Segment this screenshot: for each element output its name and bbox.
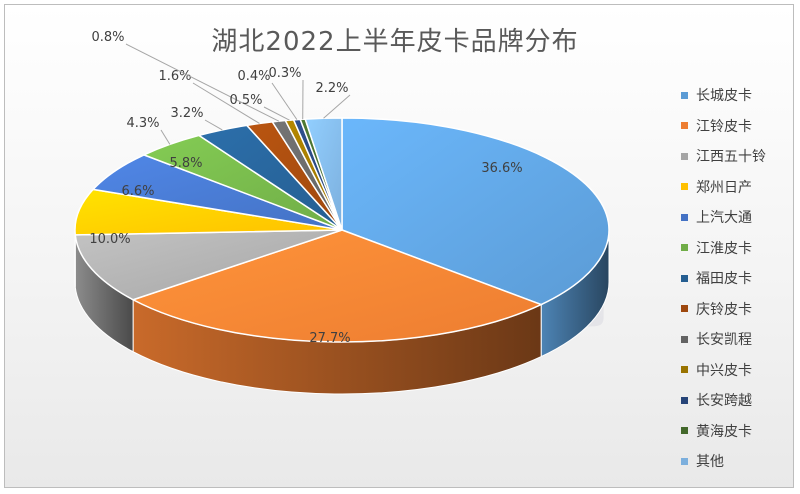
legend-swatch: [681, 122, 688, 130]
legend-item: 福田皮卡: [681, 263, 791, 294]
data-label-12: 2.2%: [315, 81, 348, 96]
leader-line-6: [204, 119, 223, 131]
legend-label: 长城皮卡: [696, 88, 752, 105]
legend-item: 郑州日产: [681, 172, 791, 203]
leader-line-10: [271, 82, 298, 120]
data-label-5: 4.3%: [126, 116, 159, 131]
legend-swatch: [681, 183, 688, 191]
data-label-11: 0.3%: [268, 66, 301, 81]
legend-swatch: [681, 305, 688, 313]
leader-line-7: [192, 82, 260, 124]
leader-line-9: [263, 106, 290, 121]
legend-item: 长城皮卡: [681, 80, 791, 111]
legend-item: 长安跨越: [681, 385, 791, 416]
legend-item: 黄海皮卡: [681, 416, 791, 447]
legend-item: 中兴皮卡: [681, 355, 791, 386]
pie-slice-3: [74, 188, 343, 236]
legend-swatch: [681, 396, 688, 404]
legend-swatch: [681, 244, 688, 252]
legend-item: 上汽大通: [681, 202, 791, 233]
legend-label: 江铃皮卡: [696, 118, 752, 135]
legend-item: 江淮皮卡: [681, 233, 791, 264]
data-label-10: 0.4%: [237, 69, 270, 84]
legend-swatch: [681, 427, 688, 435]
data-label-4: 5.8%: [169, 156, 202, 171]
legend-label: 长安跨越: [696, 393, 752, 410]
legend-item: 长安凯程: [681, 324, 791, 355]
data-label-9: 0.5%: [229, 93, 262, 108]
data-label-1: 27.7%: [309, 331, 350, 346]
legend-item: 庆铃皮卡: [681, 294, 791, 325]
pie-slice-0: [341, 117, 610, 306]
data-label-7: 1.6%: [158, 69, 191, 84]
legend-swatch: [681, 366, 688, 374]
legend-label: 其他: [696, 454, 724, 471]
legend-item: 其他: [681, 446, 791, 477]
legend-swatch: [681, 335, 688, 343]
pie-tops: [74, 117, 610, 343]
legend-item: 江西五十铃: [681, 141, 791, 172]
pie-labels: 36.6% 27.7% 10.0% 6.6% 5.8% 4.3% 3.2% 1.6% 0.8% 0…: [89, 30, 522, 346]
legend-label: 上汽大通: [696, 210, 752, 227]
legend-swatch: [681, 457, 688, 465]
legend-label: 中兴皮卡: [696, 362, 752, 379]
pie-slice-2: [74, 229, 343, 301]
data-label-8: 0.8%: [91, 30, 124, 45]
pie-slice-1: [131, 229, 544, 343]
legend-label: 江西五十铃: [696, 149, 766, 166]
legend-label: 江淮皮卡: [696, 240, 752, 257]
data-label-6: 3.2%: [170, 106, 203, 121]
legend-label: 长安凯程: [696, 332, 752, 349]
legend-label: 黄海皮卡: [696, 423, 752, 440]
legend-swatch: [681, 91, 688, 99]
legend-label: 福田皮卡: [696, 271, 752, 288]
legend-swatch: [681, 152, 688, 160]
leader-line-5: [160, 129, 171, 145]
legend-item: 江铃皮卡: [681, 111, 791, 142]
data-label-3: 6.6%: [121, 184, 154, 199]
data-label-2: 10.0%: [89, 232, 130, 247]
legend: 长城皮卡江铃皮卡江西五十铃郑州日产上汽大通江淮皮卡福田皮卡庆铃皮卡长安凯程中兴皮…: [681, 80, 791, 477]
legend-swatch: [681, 213, 688, 221]
leader-line-12: [323, 94, 351, 119]
legend-label: 郑州日产: [696, 179, 752, 196]
data-label-0: 36.6%: [481, 161, 522, 176]
legend-swatch: [681, 274, 688, 282]
chart-title: 湖北2022上半年皮卡品牌分布: [211, 27, 579, 57]
leader-line-8: [125, 43, 280, 122]
legend-label: 庆铃皮卡: [696, 301, 752, 318]
